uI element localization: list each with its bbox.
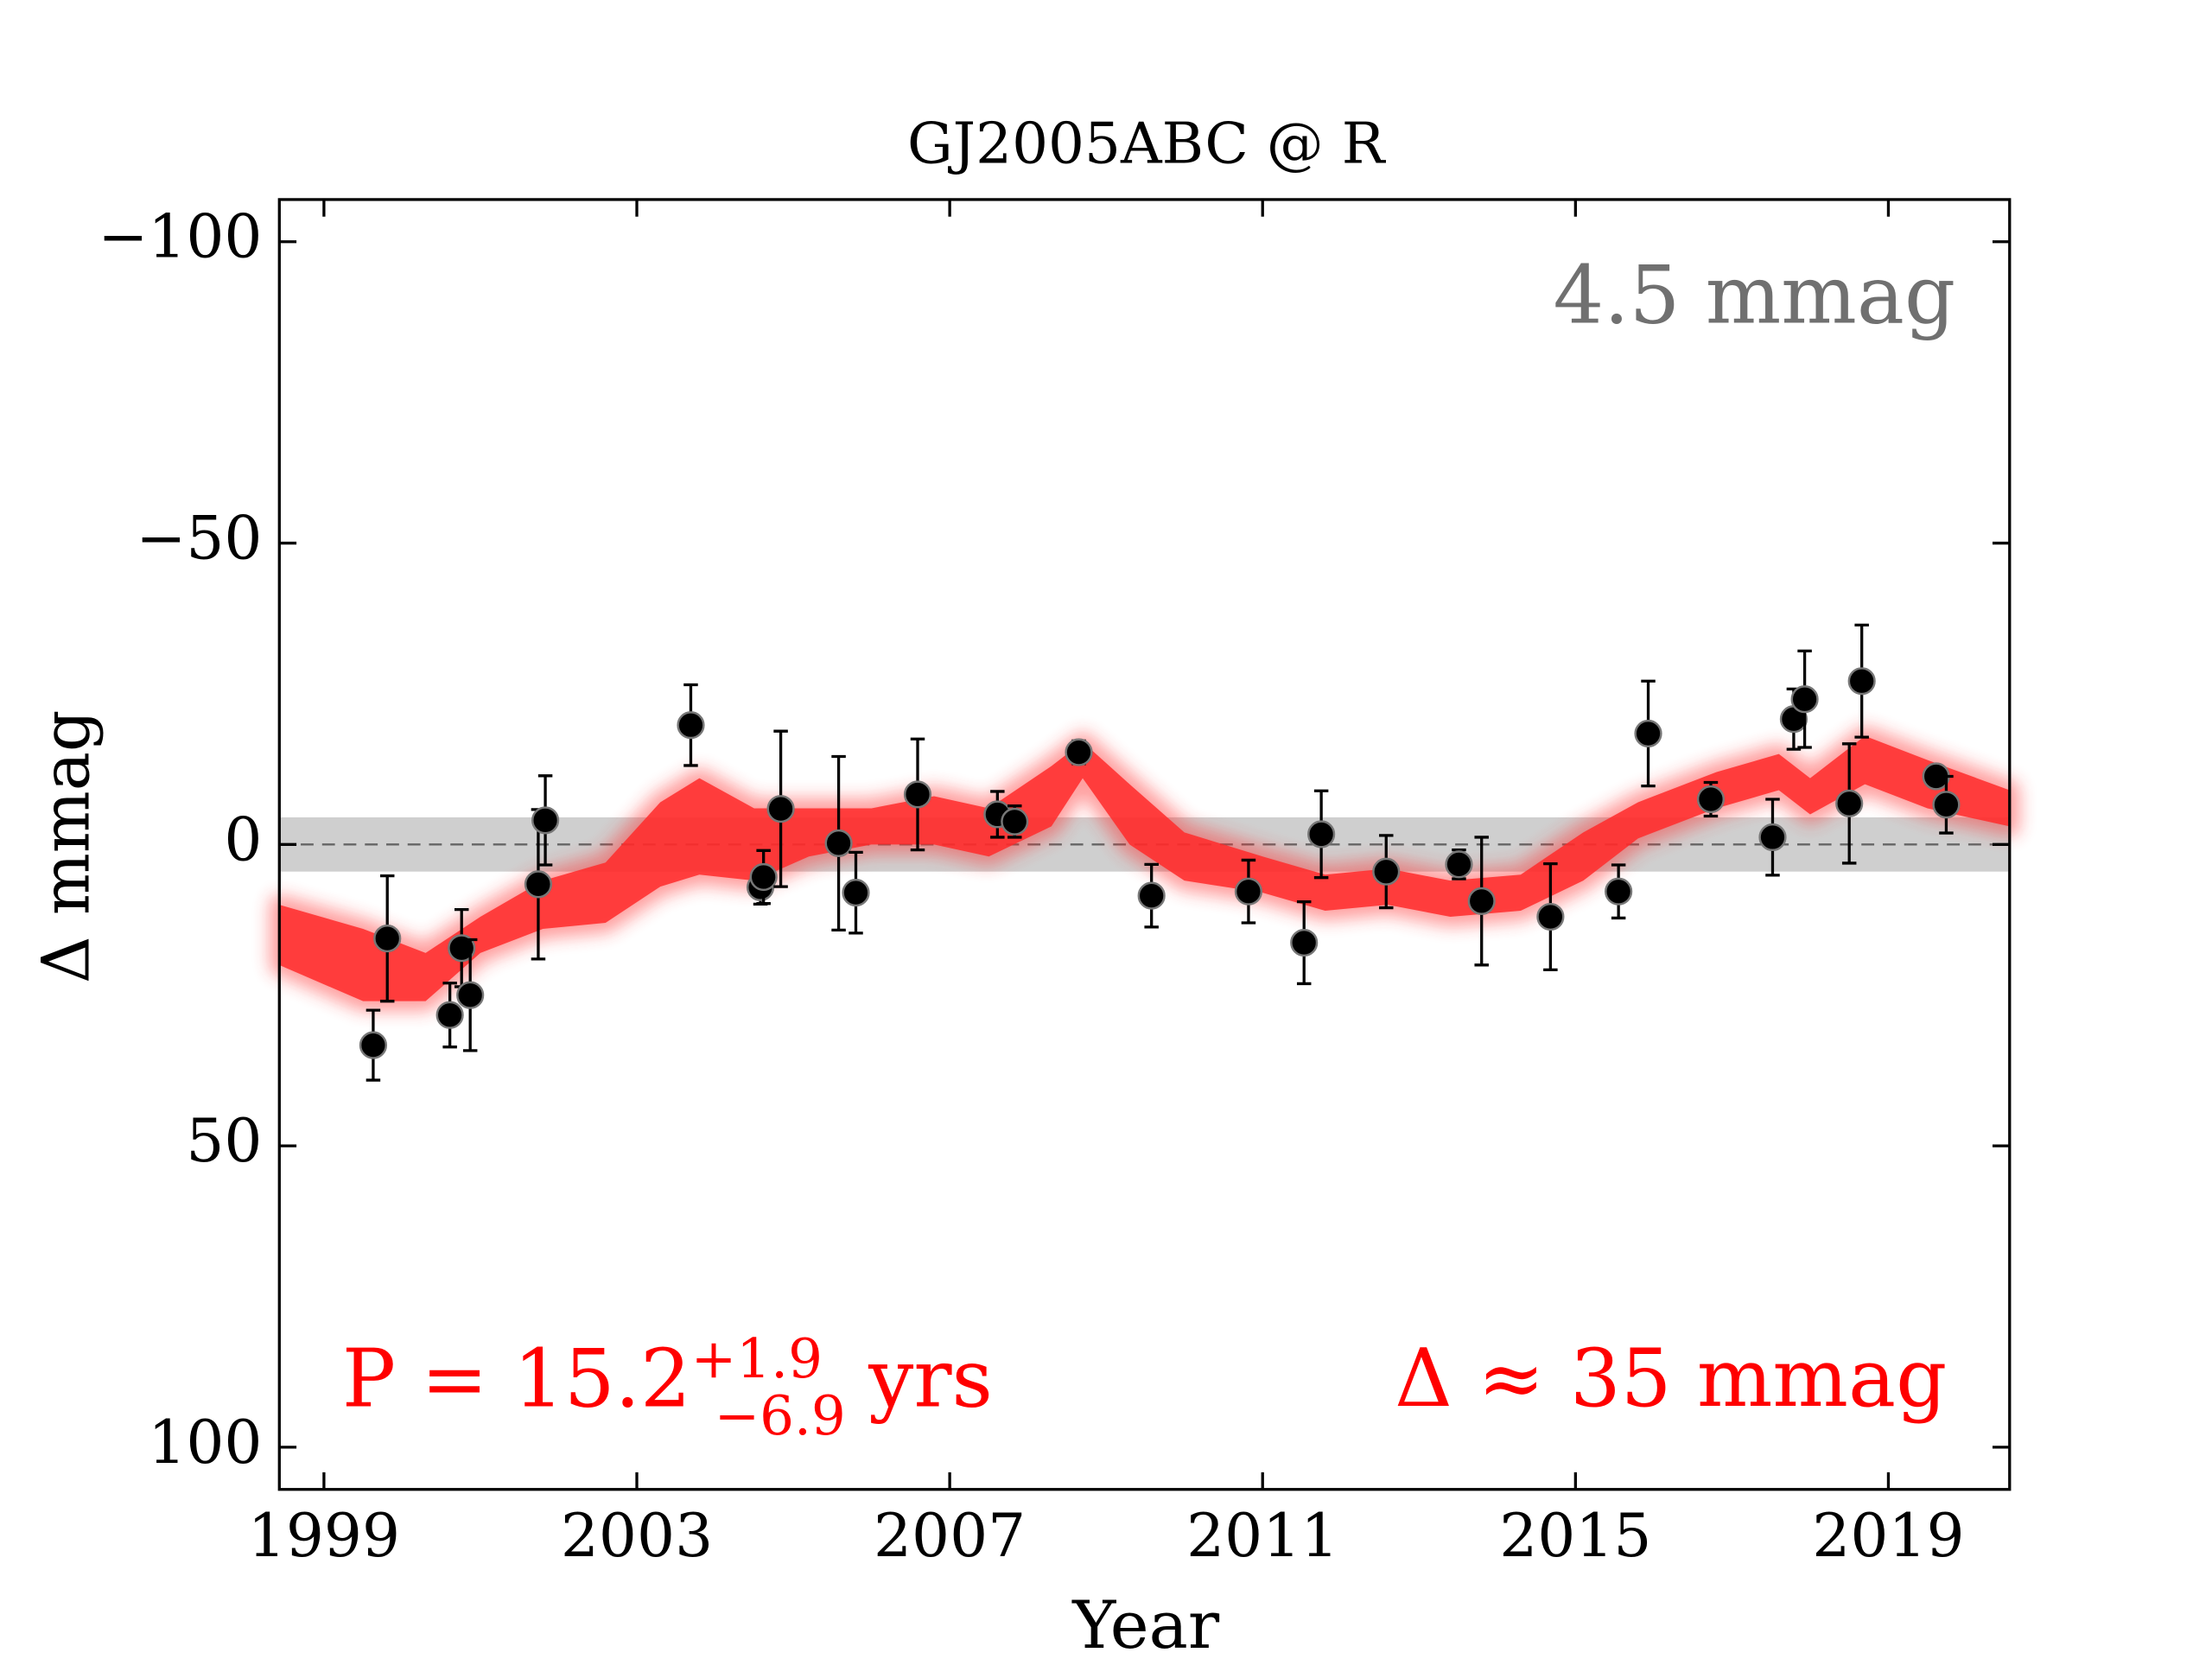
data-point [1065, 738, 1093, 766]
x-tick-label: 2003 [561, 1502, 713, 1571]
x-tick-label: 2011 [1186, 1502, 1338, 1571]
data-point [749, 862, 778, 892]
data-point [1847, 667, 1876, 696]
x-tick-label: 1999 [248, 1502, 400, 1571]
data-point [1536, 902, 1565, 931]
y-tick-label: 50 [186, 1107, 262, 1176]
data-point [1605, 877, 1633, 906]
data-point [448, 934, 476, 963]
data-point [1445, 850, 1473, 879]
y-axis-label: Δ mmag [28, 710, 104, 984]
data-point [1696, 785, 1726, 814]
data-point [373, 925, 402, 953]
model-band [279, 735, 2010, 1001]
data-point [524, 870, 553, 899]
y-tick-label: 100 [148, 1408, 262, 1478]
x-tick-label: 2015 [1499, 1502, 1651, 1571]
chart-title: GJ2005ABC @ R [907, 111, 1387, 177]
data-point [1290, 928, 1319, 957]
data-point [824, 829, 853, 858]
x-tick-label: 2019 [1812, 1502, 1964, 1571]
data-point [1234, 877, 1263, 906]
data-point [1758, 823, 1787, 852]
data-point [903, 780, 932, 809]
data-point [1835, 789, 1864, 817]
data-point [531, 806, 560, 835]
y-tick-label: −100 [98, 203, 262, 272]
noise-label: 4.5 mmag [1553, 249, 1955, 342]
amplitude-label: Δ ≈ 35 mmag [1395, 1332, 1947, 1425]
period-unit: yrs [868, 1332, 993, 1425]
data-point [1634, 719, 1662, 748]
period-plus: +1.9 [691, 1326, 823, 1389]
data-point [456, 981, 485, 1009]
data-point [1137, 881, 1166, 910]
x-axis-label: Year [1071, 1587, 1220, 1659]
y-tick-label: 0 [224, 805, 262, 874]
period-text: P = 15.2 [342, 1332, 691, 1425]
data-point [359, 1031, 388, 1059]
data-point [1001, 807, 1029, 836]
period-label: P = 15.2+1.9 −6.9 yrs [342, 1326, 993, 1446]
x-tick-label: 2007 [874, 1502, 1026, 1571]
period-minus: −6.9 [715, 1383, 846, 1446]
data-point [435, 1001, 464, 1029]
data-point [677, 711, 705, 740]
data-point [842, 879, 870, 907]
data-point [1307, 820, 1336, 849]
data-point [1372, 857, 1401, 886]
data-point [1790, 685, 1819, 714]
data-point [1932, 791, 1961, 819]
y-tick-label: −50 [136, 505, 262, 574]
data-point [766, 795, 795, 823]
data-point [1467, 887, 1496, 915]
